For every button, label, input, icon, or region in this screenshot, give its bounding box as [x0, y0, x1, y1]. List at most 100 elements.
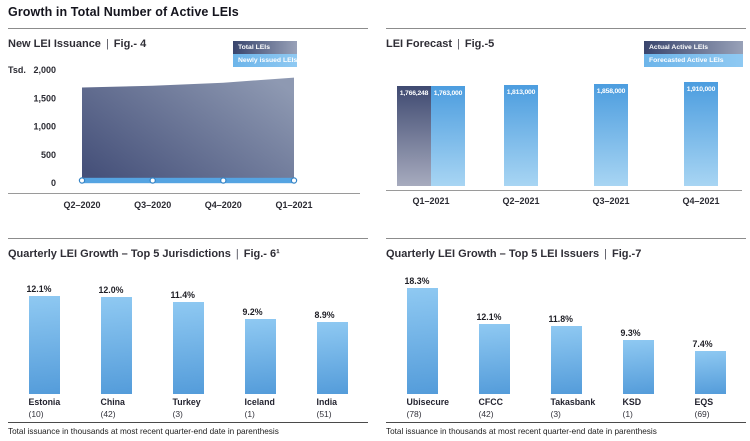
- percent-bar: [172, 302, 204, 394]
- category-wrapper: Estonia (10): [28, 397, 61, 419]
- bar-slot: 12.1%: [8, 284, 80, 394]
- bar-slot: 8.9%: [296, 310, 368, 394]
- y-tick-label: 1,500: [33, 93, 56, 103]
- legend-item-actual-active-leis: Actual Active LEIs: [644, 41, 743, 54]
- bar-wrapper: 8.9%: [315, 310, 348, 394]
- fig6-footnote: Total issuance in thousands at most rece…: [8, 427, 279, 436]
- percent-label: 9.2%: [242, 307, 263, 317]
- percent-bar: [100, 297, 132, 394]
- category-label: Iceland: [244, 397, 275, 407]
- count-label: (10): [28, 409, 44, 419]
- category-label: China: [100, 397, 125, 407]
- category-label: Takasbank: [550, 397, 596, 407]
- category-wrapper: China (42): [101, 397, 132, 419]
- percent-label: 7.4%: [692, 339, 713, 349]
- page-title: Growth in Total Number of Active LEIs: [8, 5, 239, 19]
- bar-slot: 12.0%: [80, 285, 152, 394]
- category-wrapper: Takasbank (3): [550, 397, 596, 419]
- legend-label: Actual Active LEIs: [649, 44, 709, 51]
- forecasted-active-leis-bar: 1,763,000: [431, 86, 465, 186]
- bar-wrapper: 7.4%: [693, 339, 726, 394]
- category-slot: India (51): [296, 397, 368, 419]
- percent-label: 9.3%: [620, 328, 641, 338]
- category-wrapper: KSD (1): [623, 397, 654, 419]
- forecasted-active-leis-bar: 1,910,000: [684, 82, 718, 186]
- bar-group: 1,858,000: [566, 84, 656, 186]
- category-label: Turkey: [172, 397, 201, 407]
- count-label: (1): [244, 409, 255, 419]
- fig7-footnote: Total issuance in thousands at most rece…: [386, 427, 657, 436]
- bar-value-label: 1,813,000: [506, 89, 536, 96]
- actual-active-leis-bar: 1,766,248: [397, 86, 431, 186]
- x-tick-label: Q2–2020: [63, 200, 100, 210]
- category-wrapper: India (51): [317, 397, 348, 419]
- category-slot: CFCC (42): [458, 397, 530, 419]
- category-slot: China (42): [80, 397, 152, 419]
- fig5-fig-label: Fig.-5: [464, 38, 495, 50]
- category-slot: KSD (1): [602, 397, 674, 419]
- count-label: (78): [406, 409, 422, 419]
- bar-value-label: 1,766,248: [399, 90, 429, 97]
- fig6-fig-label: Fig.- 6¹: [243, 248, 280, 260]
- panel-top5-lei-issuers: Quarterly LEI Growth – Top 5 LEI Issuers…: [386, 238, 746, 441]
- x-tick-label: Q2–2021: [502, 196, 540, 206]
- total-leis-area-series: [82, 77, 294, 183]
- category-label: CFCC: [478, 397, 503, 407]
- fig7-footnote-divider: [386, 422, 746, 423]
- fig7-title-text: Quarterly LEI Growth – Top 5 LEI Issuers: [386, 248, 600, 260]
- bar-wrapper: 11.4%: [171, 290, 204, 394]
- bar-wrapper: 12.1%: [27, 284, 60, 394]
- count-label: (42): [100, 409, 116, 419]
- title-separator: |: [105, 38, 109, 50]
- percent-bar: [316, 322, 348, 394]
- category-wrapper: CFCC (42): [479, 397, 510, 419]
- x-tick-label: Q1–2021: [412, 196, 450, 206]
- panel-new-lei-issuance: New LEI Issuance | Fig.- 4 Total LEIs Newl…: [8, 28, 368, 239]
- y-tick-label: 2,000: [33, 65, 56, 75]
- bar-slot: 9.2%: [224, 307, 296, 394]
- category-label: EQS: [694, 397, 714, 407]
- forecasted-active-leis-bar: 1,813,000: [504, 85, 538, 186]
- percent-bar: [244, 319, 276, 394]
- title-separator: |: [235, 248, 239, 260]
- percent-label: 12.1%: [26, 284, 52, 294]
- percent-bar: [28, 296, 60, 394]
- fig5-title-text: LEI Forecast: [386, 38, 453, 50]
- y-tick-label: 1,000: [33, 122, 56, 132]
- fig5-title: LEI Forecast | Fig.-5: [386, 38, 494, 50]
- fig5-x-labels: Q1–2021 Q2–2021 Q3–2021 Q4–2021: [386, 196, 746, 206]
- legend-item-forecasted-active-leis: Forecasted Active LEIs: [644, 54, 743, 67]
- bar-value-label: 1,763,000: [433, 90, 463, 97]
- legend-item-total-leis: Total LEIs: [233, 41, 297, 54]
- data-point-marker: [290, 177, 298, 184]
- category-label: Ubisecure: [406, 397, 450, 407]
- fig6-footnote-divider: [8, 422, 368, 423]
- count-label: (42): [478, 409, 494, 419]
- data-point-marker: [149, 177, 156, 184]
- bar-slot: 7.4%: [674, 339, 746, 394]
- count-label: (1): [622, 409, 633, 419]
- y-tick-label: 0: [51, 178, 56, 188]
- panel-top5-jurisdictions: Quarterly LEI Growth – Top 5 Jurisdictio…: [8, 238, 368, 441]
- y-axis-unit-label: Tsd.: [8, 65, 26, 75]
- bar-wrapper: 12.1%: [477, 312, 510, 394]
- bar-chart-top5-jurisdictions: 12.1% 12.0% 11.4% 9.2% 8.9%: [8, 267, 368, 394]
- percent-bar: [694, 351, 726, 394]
- category-wrapper: Iceland (1): [245, 397, 276, 419]
- bar-slot: 9.3%: [602, 328, 674, 394]
- forecasted-active-leis-bar: 1,858,000: [594, 84, 628, 186]
- bar-wrapper: 11.8%: [549, 314, 582, 394]
- category-slot: Estonia (10): [8, 397, 80, 419]
- bar-value-label: 1,910,000: [686, 86, 716, 93]
- percent-label: 11.4%: [170, 290, 195, 300]
- category-slot: Takasbank (3): [530, 397, 602, 419]
- fig6-title: Quarterly LEI Growth – Top 5 Jurisdictio…: [8, 248, 280, 260]
- fig5-legend: Actual Active LEIs Forecasted Active LEI…: [644, 41, 743, 67]
- bar-group: 1,813,000: [476, 85, 566, 186]
- percent-bar: [478, 324, 510, 394]
- fig4-title: New LEI Issuance | Fig.- 4: [8, 38, 146, 50]
- bar-wrapper: 12.0%: [99, 285, 132, 394]
- category-slot: Turkey (3): [152, 397, 224, 419]
- percent-label: 8.9%: [314, 310, 335, 320]
